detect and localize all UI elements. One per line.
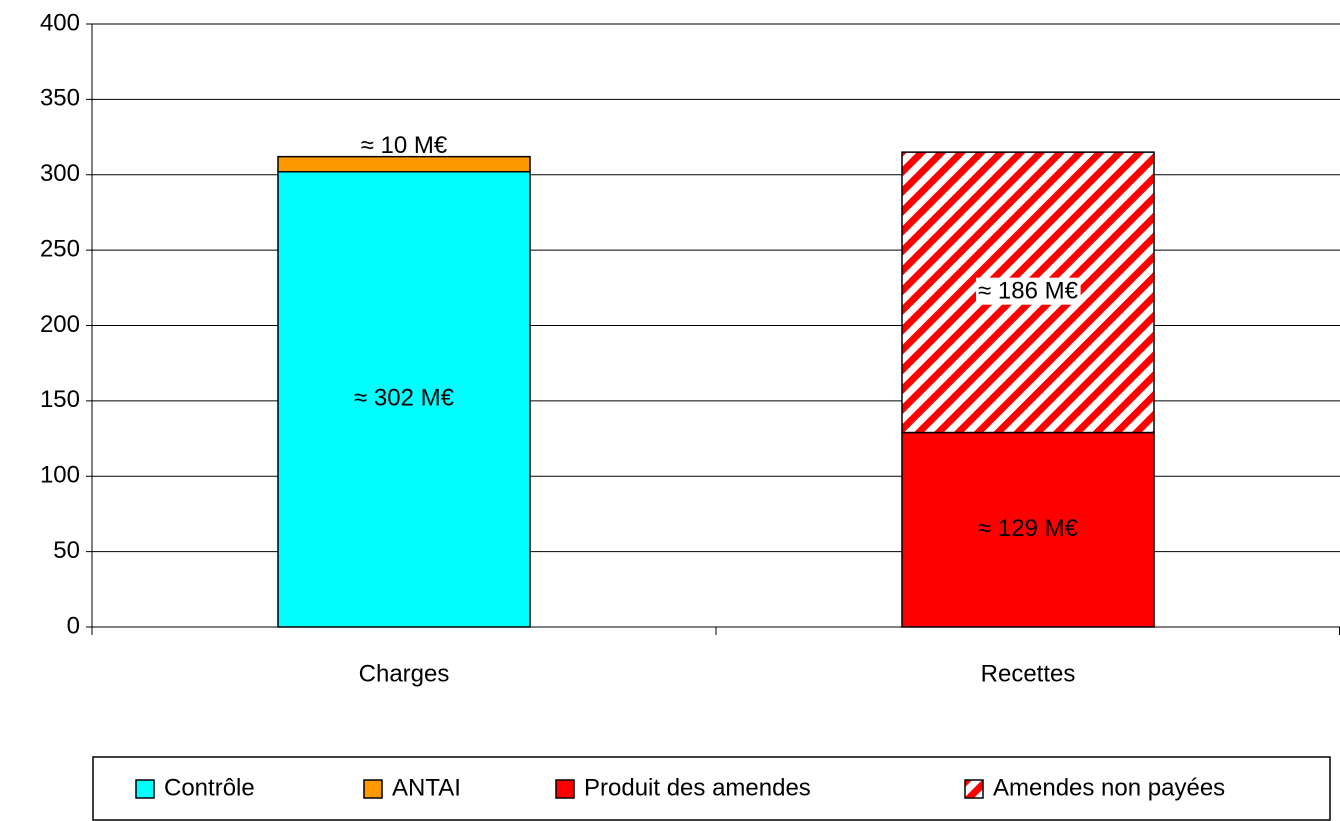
legend-swatch	[555, 779, 575, 799]
legend-box	[92, 756, 1331, 821]
bar-segment	[901, 431, 1155, 628]
y-tick-label: 200	[40, 311, 80, 338]
y-tick-label: 350	[40, 85, 80, 112]
bar-segment	[277, 170, 531, 628]
y-tick-label: 50	[53, 537, 80, 564]
value-label: ≈ 302 M€	[354, 385, 455, 412]
value-label: ≈ 129 M€	[978, 515, 1079, 542]
y-tick-label: 250	[40, 235, 80, 262]
legend-label: Contrôle	[164, 774, 255, 801]
x-tick-label: Recettes	[981, 660, 1076, 687]
value-label-bg	[976, 277, 1081, 305]
value-label: ≈ 10 M€	[361, 132, 448, 159]
legend-swatch	[363, 779, 383, 799]
bar-segment	[277, 155, 531, 173]
legend-swatch	[135, 779, 155, 799]
y-tick-label: 0	[67, 612, 80, 639]
y-tick-label: 300	[40, 160, 80, 187]
x-tick-label: Charges	[359, 660, 450, 687]
legend-swatch	[964, 779, 984, 799]
legend-label: Amendes non payées	[993, 774, 1225, 801]
y-tick-label: 150	[40, 386, 80, 413]
value-label: ≈ 186 M€	[978, 278, 1079, 305]
y-tick-label: 400	[40, 9, 80, 36]
legend-label: ANTAI	[392, 774, 461, 801]
y-tick-label: 100	[40, 462, 80, 489]
legend-label: Produit des amendes	[584, 774, 811, 801]
